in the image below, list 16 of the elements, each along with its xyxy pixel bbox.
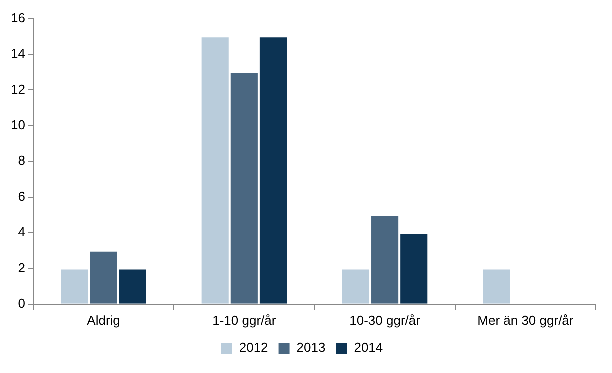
- legend-label: 2013: [296, 340, 326, 356]
- y-tick-label: 0: [18, 296, 26, 311]
- legend-label: 2012: [239, 340, 268, 356]
- y-tick-label: 2: [18, 260, 26, 276]
- x-tick-label: 1-10 ggr/år: [212, 312, 277, 328]
- y-tick-label: 16: [10, 10, 26, 26]
- y-tick-label: 10: [10, 117, 26, 132]
- x-tick-label: Aldrig: [87, 312, 120, 328]
- x-tick-label: Mer än 30 ggr/år: [478, 312, 574, 328]
- y-tick-label: 6: [18, 188, 26, 204]
- y-tick-label: 4: [18, 224, 26, 240]
- y-tick-label: 8: [18, 153, 26, 168]
- y-tick-label: 14: [10, 46, 26, 62]
- y-tick-label: 12: [10, 82, 26, 97]
- x-tick-label: 10-30 ggr/år: [350, 312, 422, 328]
- legend-label: 2014: [354, 340, 384, 356]
